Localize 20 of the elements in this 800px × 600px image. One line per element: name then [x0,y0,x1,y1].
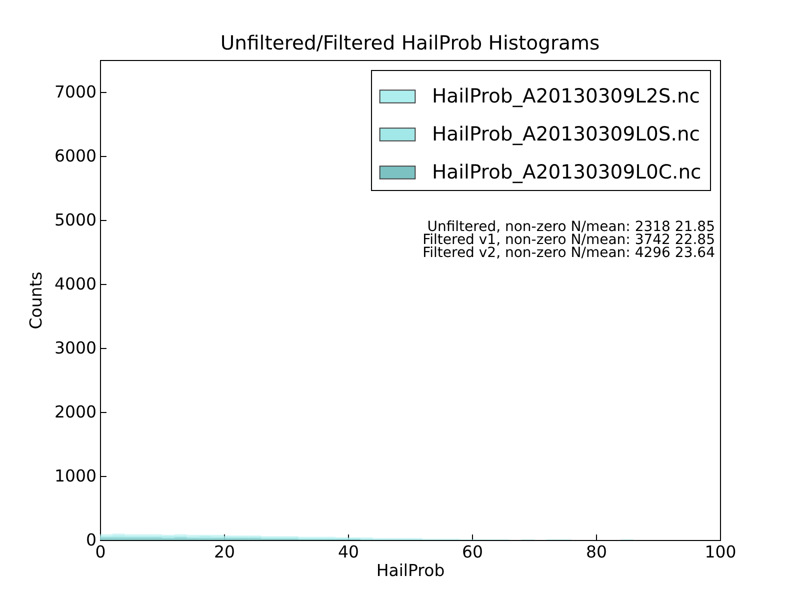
y-tick-label: 7000 [54,82,96,102]
y-axis-title: Counts [26,272,46,330]
y-tick-label: 1000 [54,466,96,486]
x-axis-title: HailProb [376,561,445,580]
y-tick-label: 6000 [54,146,96,166]
chart-title: Unfiltered/Filtered HailProb Histograms [220,32,600,54]
legend-label: HailProb_A20130309L2S.nc [432,84,700,108]
y-tick-label: 2000 [54,402,96,422]
legend-label: HailProb_A20130309L0S.nc [432,122,700,146]
x-tick-label: 60 [462,542,483,562]
x-tick-label: 80 [586,542,607,562]
y-tick-label: 5000 [54,210,96,230]
x-tick-label: 100 [704,542,736,562]
x-tick-label: 20 [214,542,235,562]
y-tick-label: 0 [86,530,96,550]
y-tick-label: 4000 [54,274,96,294]
annotation: Filtered v2, non-zero N/mean: 4296 23.64 [422,245,716,261]
x-tick-label: 40 [338,542,359,562]
y-tick-label: 3000 [54,338,96,358]
legend-label: HailProb_A20130309L0C.nc [432,160,702,184]
